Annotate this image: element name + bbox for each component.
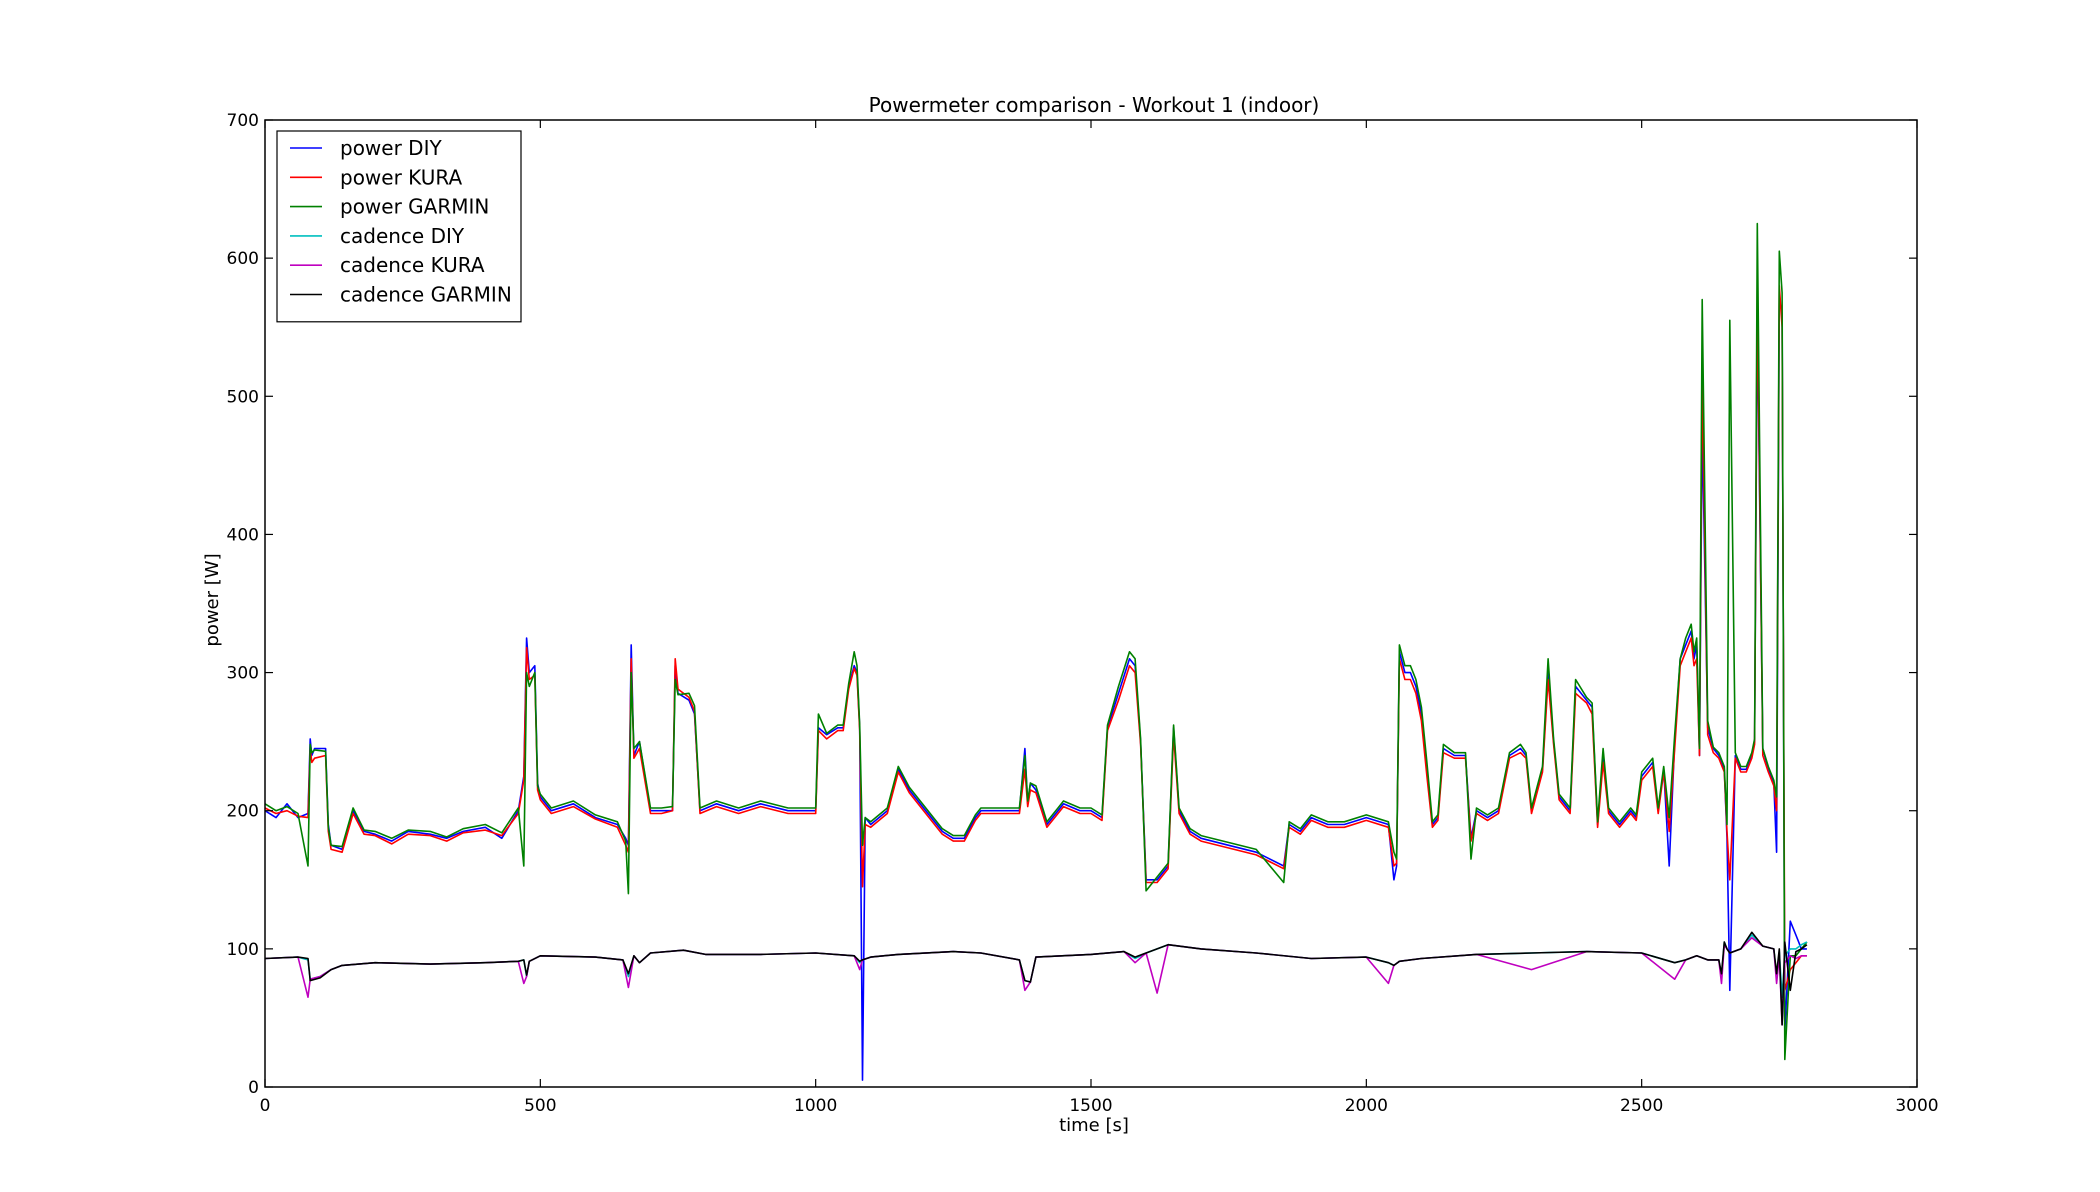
legend-label-power-garmin: power GARMIN: [340, 195, 489, 219]
x-tick-label: 500: [524, 1096, 556, 1116]
y-tick-label: 500: [227, 387, 259, 407]
chart-title: Powermeter comparison - Workout 1 (indoo…: [869, 93, 1320, 117]
legend: power DIY power KURA power GARMIN cadence D…: [276, 130, 522, 323]
y-tick-label: 700: [227, 111, 259, 131]
x-tick-label: 2500: [1620, 1096, 1663, 1116]
legend-label-cadence-garmin: cadence GARMIN: [340, 283, 512, 307]
y-tick-label: 100: [227, 940, 259, 960]
x-tick-label: 2000: [1345, 1096, 1388, 1116]
x-tick-label: 1000: [794, 1096, 837, 1116]
series-line-power-garmin: [265, 222, 1808, 1061]
y-tick-label: 200: [227, 802, 259, 822]
x-tick-label: 0: [260, 1096, 271, 1116]
ticks-layer: 0 500 1000 1500 2000 2500 3000 0 100 200 300 400 500…: [227, 111, 1939, 1116]
series-layer: [265, 222, 1808, 1081]
y-tick-label: 400: [227, 525, 259, 545]
y-tick-label: 300: [227, 664, 259, 684]
legend-label-power-kura: power KURA: [340, 165, 462, 189]
x-tick-label: 3000: [1895, 1096, 1938, 1116]
y-tick-label: 0: [248, 1078, 259, 1098]
y-tick-label: 600: [227, 249, 259, 269]
x-tick-label: 1500: [1069, 1096, 1112, 1116]
legend-label-cadence-kura: cadence KURA: [340, 253, 485, 277]
legend-label-power-diy: power DIY: [340, 136, 442, 160]
legend-label-cadence-diy: cadence DIY: [340, 224, 465, 248]
x-axis-label: time [s]: [1059, 1115, 1129, 1136]
legend-box: [276, 130, 522, 323]
y-axis-label: power [W]: [202, 553, 223, 646]
series-line-cadence-garmin: [265, 931, 1808, 1026]
